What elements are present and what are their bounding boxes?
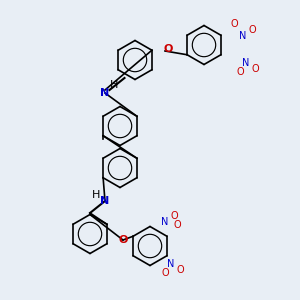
Text: N: N [100, 88, 109, 98]
Text: O: O [170, 211, 178, 221]
Text: O: O [161, 268, 169, 278]
Text: H: H [92, 190, 100, 200]
Text: O: O [118, 235, 128, 245]
Text: O: O [163, 44, 173, 55]
Text: O: O [236, 67, 244, 77]
Text: O: O [251, 64, 259, 74]
Text: O: O [230, 19, 238, 29]
Text: O: O [176, 265, 184, 275]
Text: N: N [161, 217, 169, 227]
Text: N: N [167, 259, 175, 269]
Text: N: N [239, 31, 247, 41]
Text: O: O [173, 220, 181, 230]
Text: H: H [110, 80, 118, 91]
Text: O: O [248, 25, 256, 35]
Text: N: N [242, 58, 250, 68]
Text: N: N [100, 196, 109, 206]
